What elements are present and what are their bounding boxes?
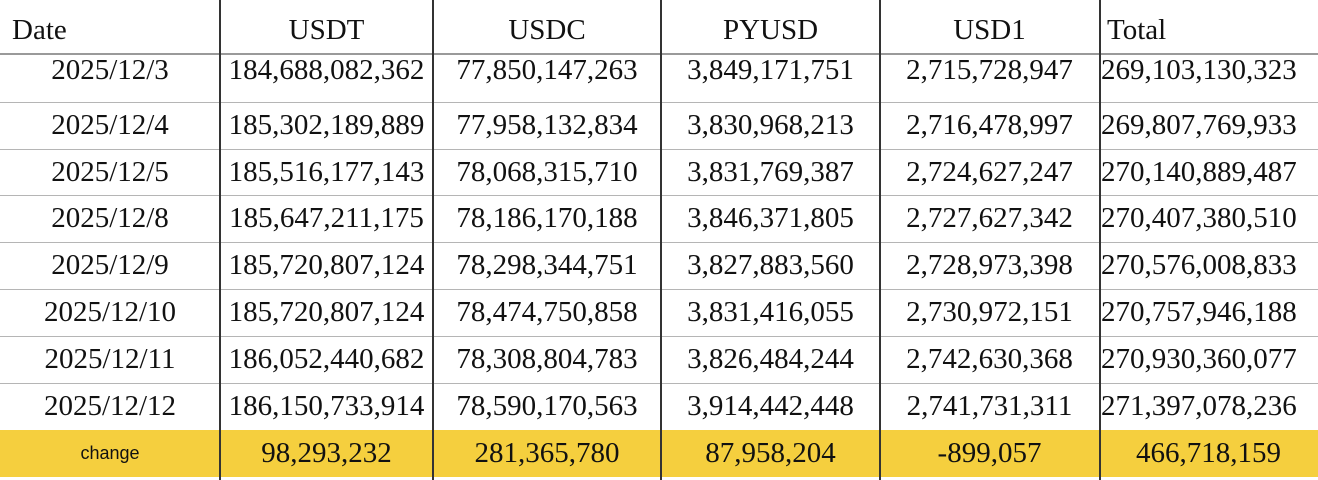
cell-usdt: 185,647,211,175 <box>229 202 424 234</box>
table-row: 2025/12/3 184,688,082,362 77,850,147,263 3,… <box>0 55 1318 102</box>
cell-pyusd: 3,830,968,213 <box>687 109 854 141</box>
table-row: 2025/12/12 186,150,733,914 78,590,170,563 3… <box>0 383 1318 429</box>
table-row: 2025/12/8 185,647,211,175 78,186,170,188 3,… <box>0 195 1318 242</box>
column-divider <box>219 0 221 480</box>
header-usdt: USDT <box>288 14 365 46</box>
row-divider <box>0 289 1318 290</box>
cell-date: 2025/12/8 <box>51 202 169 234</box>
cell-usdc: 78,308,804,783 <box>456 343 638 375</box>
table-row: 2025/12/10 185,720,807,124 78,474,750,858 3… <box>0 289 1318 336</box>
cell-usd1: 2,727,627,342 <box>906 202 1073 234</box>
cell-usdt: 185,720,807,124 <box>228 296 425 328</box>
cell-usdc: 77,958,132,834 <box>456 109 638 141</box>
header-date: Date <box>12 14 67 46</box>
cell-usdt: 185,720,807,124 <box>228 249 425 281</box>
cell-usd1: 2,716,478,997 <box>906 109 1073 141</box>
cell-usdt: 184,688,082,362 <box>228 55 425 86</box>
cell-date: 2025/12/5 <box>51 156 169 188</box>
cell-usdt: 186,052,440,682 <box>228 343 425 375</box>
change-usd1: -899,057 <box>937 437 1042 469</box>
change-pyusd: 87,958,204 <box>705 437 836 469</box>
cell-usd1: 2,724,627,247 <box>906 156 1073 188</box>
change-label: change <box>80 443 140 463</box>
cell-usdc: 77,850,147,263 <box>456 55 638 86</box>
row-divider <box>0 102 1318 103</box>
cell-date: 2025/12/9 <box>51 249 169 281</box>
header-divider <box>0 53 1318 55</box>
change-usdt: 98,293,232 <box>261 437 392 469</box>
cell-total: 270,407,380,510 <box>1101 202 1297 234</box>
cell-date: 2025/12/11 <box>44 343 176 375</box>
header-total: Total <box>1107 14 1167 46</box>
cell-total: 270,140,889,487 <box>1101 156 1297 188</box>
cell-usdt: 185,516,177,143 <box>228 156 425 188</box>
cell-usdc: 78,590,170,563 <box>456 390 638 422</box>
cell-total: 269,807,769,933 <box>1101 109 1297 141</box>
cell-usdc: 78,068,315,710 <box>456 156 638 188</box>
cell-usdt: 186,150,733,914 <box>228 390 425 422</box>
cell-usd1: 2,741,731,311 <box>906 390 1073 422</box>
cell-usdc: 78,186,170,188 <box>456 202 638 234</box>
header-pyusd: PYUSD <box>722 14 819 46</box>
cell-total: 271,397,078,236 <box>1101 390 1297 422</box>
cell-usd1: 2,715,728,947 <box>906 55 1073 86</box>
cell-pyusd: 3,914,442,448 <box>687 390 854 422</box>
column-divider <box>660 0 662 480</box>
column-divider <box>432 0 434 480</box>
change-row: change 98,293,232 281,365,780 87,958,204… <box>0 430 1318 477</box>
header-row: Date USDT USDC PYUSD USD1 Total <box>0 0 1318 55</box>
header-usdc: USDC <box>508 14 586 46</box>
cell-date: 2025/12/4 <box>51 109 169 141</box>
cell-pyusd: 3,826,484,244 <box>687 343 854 375</box>
cell-pyusd: 3,849,171,751 <box>687 55 854 86</box>
table-row: 2025/12/5 185,516,177,143 78,068,315,710 3,… <box>0 149 1318 195</box>
change-usdc: 281,365,780 <box>474 437 620 469</box>
cell-usd1: 2,730,972,151 <box>906 296 1073 328</box>
table-row: 2025/12/4 185,302,189,889 77,958,132,834 3,… <box>0 102 1318 149</box>
cell-pyusd: 3,827,883,560 <box>687 249 854 281</box>
row-divider <box>0 336 1318 337</box>
cell-total: 270,930,360,077 <box>1101 343 1297 375</box>
cell-usdc: 78,474,750,858 <box>456 296 638 328</box>
cell-total: 269,103,130,323 <box>1101 55 1297 86</box>
cell-usd1: 2,728,973,398 <box>906 249 1073 281</box>
column-divider <box>1099 0 1101 480</box>
cell-total: 270,757,946,188 <box>1101 296 1297 328</box>
header-usd1: USD1 <box>953 14 1026 46</box>
cell-pyusd: 3,831,769,387 <box>687 156 854 188</box>
table-row: 2025/12/11 186,052,440,682 78,308,804,783 3… <box>0 336 1318 383</box>
cell-total: 270,576,008,833 <box>1101 249 1297 281</box>
cell-usd1: 2,742,630,368 <box>906 343 1073 375</box>
cell-pyusd: 3,846,371,805 <box>687 202 854 234</box>
row-divider <box>0 195 1318 196</box>
row-divider <box>0 149 1318 150</box>
table-row: 2025/12/9 185,720,807,124 78,298,344,751 3,… <box>0 242 1318 289</box>
row-divider <box>0 383 1318 384</box>
change-total: 466,718,159 <box>1136 437 1281 469</box>
cell-date: 2025/12/12 <box>43 390 177 422</box>
column-divider <box>879 0 881 480</box>
cell-usdt: 185,302,189,889 <box>228 109 425 141</box>
cell-date: 2025/12/10 <box>43 296 177 328</box>
cell-date: 2025/12/3 <box>51 55 169 86</box>
row-divider <box>0 242 1318 243</box>
cell-usdc: 78,298,344,751 <box>456 249 638 281</box>
cell-pyusd: 3,831,416,055 <box>687 296 854 328</box>
